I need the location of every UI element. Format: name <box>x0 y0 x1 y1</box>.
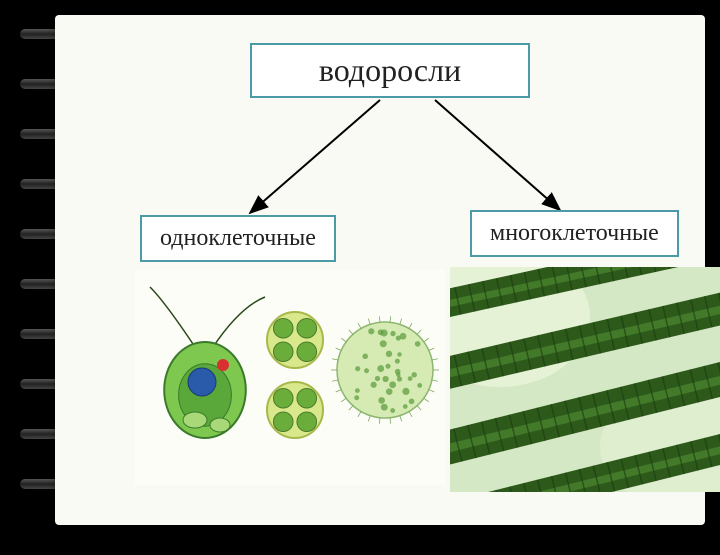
diagram-content: водоросли одноклеточные многоклеточные <box>55 15 705 525</box>
child-node-right: многоклеточные <box>470 210 679 257</box>
unicellular-illustration <box>135 270 445 485</box>
root-node: водоросли <box>250 43 530 98</box>
child-label-right: многоклеточные <box>490 220 659 247</box>
root-label: водоросли <box>319 52 461 89</box>
child-label-left: одноклеточные <box>160 225 316 252</box>
child-node-left: одноклеточные <box>140 215 336 262</box>
multicellular-illustration <box>450 267 720 492</box>
